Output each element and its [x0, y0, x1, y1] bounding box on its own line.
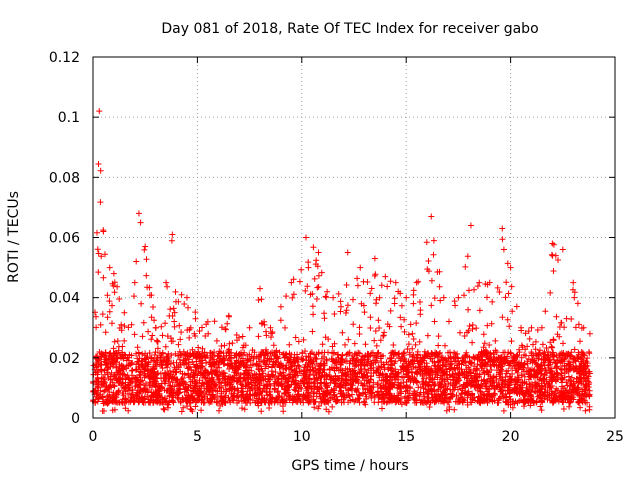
y-tick-label: 0.12: [49, 50, 80, 66]
scatter-point: [357, 264, 364, 271]
scatter-point: [288, 279, 295, 286]
x-tick-label: 0: [89, 429, 98, 445]
scatter-point: [225, 312, 232, 319]
y-tick-label: 0.04: [49, 291, 80, 307]
scatter-point: [121, 309, 128, 316]
scatter-point: [570, 279, 577, 286]
data-points: [90, 108, 593, 415]
scatter-point: [413, 279, 420, 286]
y-tick-label: 0: [71, 411, 80, 427]
scatter-point: [499, 225, 506, 232]
scatter-point: [169, 231, 176, 238]
scatter-point: [135, 210, 142, 217]
scatter-point: [183, 294, 190, 301]
scatter-point: [106, 264, 113, 271]
x-axis-label: GPS time / hours: [291, 458, 408, 474]
scatter-point: [538, 324, 545, 331]
scatter-point: [277, 303, 284, 310]
scatter-point-cloud: [90, 161, 593, 415]
scatter-point: [476, 279, 483, 286]
x-tick-label: 15: [397, 429, 415, 445]
scatter-point: [131, 279, 138, 286]
scatter-point: [392, 279, 399, 286]
scatter-point: [580, 324, 587, 331]
scatter-point: [518, 324, 525, 331]
scatter-point: [486, 279, 493, 286]
scatter-point: [246, 324, 253, 331]
x-tick-label: 10: [293, 429, 311, 445]
scatter-point: [152, 324, 159, 331]
x-tick-label: 25: [606, 429, 624, 445]
scatter-point: [549, 240, 556, 247]
scatter-point: [428, 213, 435, 220]
scatter-point: [100, 228, 107, 235]
scatter-point: [163, 279, 170, 286]
scatter-point: [467, 222, 474, 229]
scatter-point: [382, 273, 389, 280]
scatter-point: [403, 294, 410, 301]
scatter-point: [455, 294, 462, 301]
y-tick-label: 0.06: [49, 231, 80, 247]
y-axis-label: ROTI / TECUs: [6, 191, 22, 283]
y-tick-label: 0.1: [58, 110, 80, 126]
scatter-point: [559, 246, 566, 253]
scatter-point: [330, 294, 337, 301]
scatter-point: [344, 249, 351, 256]
scatter-point: [440, 294, 447, 301]
scatter-point: [96, 108, 103, 115]
chart-title: Day 081 of 2018, Rate Of TEC Index for r…: [161, 21, 538, 37]
scatter-point: [204, 318, 211, 325]
y-tick-label: 0.02: [49, 351, 80, 367]
scatter-point: [110, 270, 117, 277]
x-tick-label: 20: [502, 429, 520, 445]
scatter-point: [315, 249, 322, 256]
scatter-point: [586, 330, 593, 337]
scatter-point: [257, 285, 264, 292]
scatter-point: [142, 243, 149, 250]
scatter-point: [371, 255, 378, 262]
scatter-point: [507, 264, 514, 271]
scatter-point: [267, 324, 274, 331]
scatter-point: [528, 324, 535, 331]
y-tick-label: 0.08: [49, 170, 80, 186]
axis-ticks: 0 5 10 15 20 25 0 0.02 0.04 0.06 0.08 0.1 0.12: [49, 50, 624, 445]
x-tick-label: 5: [193, 429, 202, 445]
scatter-point: [302, 234, 309, 241]
